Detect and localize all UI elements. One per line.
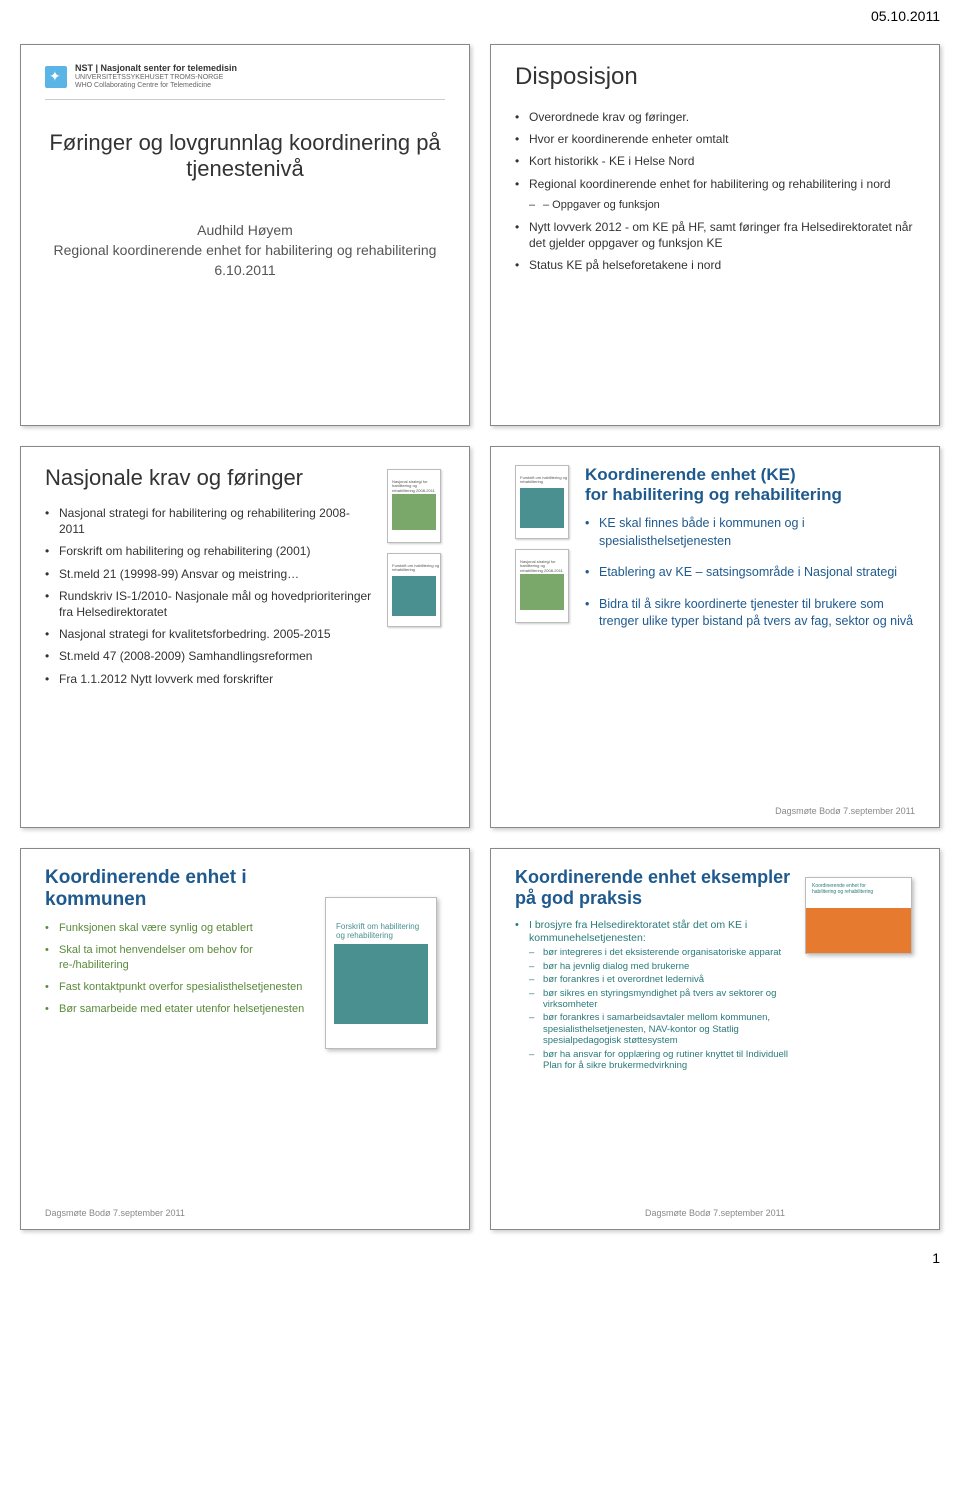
author-role: Regional koordinerende enhet for habilit… bbox=[45, 242, 445, 258]
slide4-item: Etablering av KE – satsingsområde i Nasj… bbox=[585, 564, 915, 582]
slide4-bullets: KE skal finnes både i kommunen og i spes… bbox=[585, 515, 915, 631]
slide5-thumb: Forskrift om habiliteringog rehabiliteri… bbox=[325, 867, 445, 1049]
slide3-thumbs: Nasjonal strategi for habilitering og re… bbox=[387, 465, 445, 693]
slide3-item: Nasjonal strategi for habilitering og re… bbox=[45, 505, 375, 537]
slide4-footer: Dagsmøte Bodø 7.september 2011 bbox=[775, 806, 915, 817]
doc-thumb-big-icon: Forskrift om habiliteringog rehabiliteri… bbox=[325, 897, 437, 1049]
logo-text: NST | Nasjonalt senter for telemedisin U… bbox=[75, 63, 237, 91]
slide5-title: Koordinerende enhet i kommunen bbox=[45, 867, 311, 911]
slide-3: Nasjonale krav og føringer Nasjonal stra… bbox=[20, 446, 470, 828]
slide3-item: St.meld 21 (19998-99) Ansvar og meistrin… bbox=[45, 566, 375, 582]
doc-thumb-wide-icon: Koordinerende enhet forhabilitering og r… bbox=[805, 877, 912, 954]
slide4-thumbs: Forskrift om habilitering og rehabiliter… bbox=[515, 465, 573, 645]
slide2-bullets: Overordnede krav og føringer. Hvor er ko… bbox=[515, 109, 915, 273]
slide2-title: Disposisjon bbox=[515, 63, 915, 91]
slide-1: NST | Nasjonalt senter for telemedisin U… bbox=[20, 44, 470, 426]
slide4-title-l2: for habilitering og rehabilitering bbox=[585, 485, 842, 504]
header-date: 05.10.2011 bbox=[0, 0, 960, 24]
author-date: 6.10.2011 bbox=[45, 262, 445, 278]
slide5-footer: Dagsmøte Bodø 7.september 2011 bbox=[45, 1208, 185, 1219]
slide6-footer: Dagsmøte Bodø 7.september 2011 bbox=[645, 1208, 785, 1219]
slide1-author: Audhild Høyem Regional koordinerende enh… bbox=[45, 222, 445, 278]
slide4-title: Koordinerende enhet (KE) for habiliterin… bbox=[585, 465, 915, 505]
slide2-item: Hvor er koordinerende enheter omtalt bbox=[515, 131, 915, 147]
slide6-subitem: bør sikres en styringsmyndighet på tvers… bbox=[529, 988, 793, 1011]
slide2-item: Overordnede krav og føringer. bbox=[515, 109, 915, 125]
doc-thumb-icon: Forskrift om habilitering og rehabiliter… bbox=[387, 553, 441, 627]
slide6-subitem: bør ha jevnlig dialog med brukerne bbox=[529, 961, 793, 972]
page-number: 1 bbox=[0, 1250, 960, 1276]
logo-sub2: WHO Collaborating Centre for Telemedicin… bbox=[75, 82, 237, 90]
slide3-item: St.meld 47 (2008-2009) Samhandlingsrefor… bbox=[45, 648, 375, 664]
doc-thumb-icon: Nasjonal strategi for habilitering og re… bbox=[387, 469, 441, 543]
slide6-subitem: bør integreres i det eksisterende organi… bbox=[529, 947, 793, 958]
slides-grid: NST | Nasjonalt senter for telemedisin U… bbox=[0, 24, 960, 1250]
slide4-item: Bidra til å sikre koordinerte tjenester … bbox=[585, 596, 915, 631]
slide2-subitem: – Oppgaver og funksjon bbox=[515, 198, 915, 213]
slide2-item: Status KE på helseforetakene i nord bbox=[515, 257, 915, 273]
slide6-intro: I brosjyre fra Helsedirektoratet står de… bbox=[515, 919, 793, 1071]
slide3-bullets: Nasjonal strategi for habilitering og re… bbox=[45, 505, 375, 687]
logo-sub1: UNIVERSITETSSYKEHUSET TROMS-NORGE bbox=[75, 74, 237, 82]
slide6-thumb: Koordinerende enhet forhabilitering og r… bbox=[805, 867, 915, 1073]
slide-5: Koordinerende enhet i kommunen Funksjone… bbox=[20, 848, 470, 1230]
slide5-item: Fast kontaktpunkt overfor spesialisthels… bbox=[45, 980, 311, 994]
logo-bar: NST | Nasjonalt senter for telemedisin U… bbox=[45, 63, 445, 100]
slide2-item: Regional koordinerende enhet for habilit… bbox=[515, 176, 915, 192]
slide6-bullets: I brosjyre fra Helsedirektoratet står de… bbox=[515, 919, 793, 1071]
slide6-subitem: bør forankres i samarbeidsavtaler mellom… bbox=[529, 1012, 793, 1046]
slide3-item: Rundskriv IS-1/2010- Nasjonale mål og ho… bbox=[45, 588, 375, 620]
slide4-item: KE skal finnes både i kommunen og i spes… bbox=[585, 515, 915, 550]
slide1-title: Føringer og lovgrunnlag koordinering på … bbox=[45, 130, 445, 182]
slide6-intro-text: I brosjyre fra Helsedirektoratet står de… bbox=[529, 919, 747, 944]
slide5-item: Skal ta imot henvendelser om behov for r… bbox=[45, 943, 311, 972]
nst-logo-icon bbox=[45, 66, 67, 88]
doc-thumb-icon: Nasjonal strategi for habilitering og re… bbox=[515, 549, 569, 623]
slide3-item: Fra 1.1.2012 Nytt lovverk med forskrifte… bbox=[45, 671, 375, 687]
author-name: Audhild Høyem bbox=[45, 222, 445, 238]
slide5-item: Bør samarbeide med etater utenfor helset… bbox=[45, 1002, 311, 1016]
slide3-item: Forskrift om habilitering og rehabiliter… bbox=[45, 543, 375, 559]
slide5-item: Funksjonen skal være synlig og etablert bbox=[45, 921, 311, 935]
slide5-bullets: Funksjonen skal være synlig og etablert … bbox=[45, 921, 311, 1016]
slide-6: Koordinerende enhet eksempler på god pra… bbox=[490, 848, 940, 1230]
slide3-item: Nasjonal strategi for kvalitetsforbedrin… bbox=[45, 626, 375, 642]
slide6-subitem: bør forankres i et overordnet ledernivå bbox=[529, 974, 793, 985]
slide6-subitem: bør ha ansvar for opplæring og rutiner k… bbox=[529, 1049, 793, 1072]
slide6-title: Koordinerende enhet eksempler på god pra… bbox=[515, 867, 793, 909]
slide6-subbullets: bør integreres i det eksisterende organi… bbox=[529, 947, 793, 1071]
slide3-title: Nasjonale krav og føringer bbox=[45, 465, 375, 491]
slide2-item: Kort historikk - KE i Helse Nord bbox=[515, 153, 915, 169]
slide2-item: Nytt lovverk 2012 - om KE på HF, samt fø… bbox=[515, 219, 915, 251]
doc-thumb-icon: Forskrift om habilitering og rehabiliter… bbox=[515, 465, 569, 539]
slide-4: Forskrift om habilitering og rehabiliter… bbox=[490, 446, 940, 828]
logo-main: NST | Nasjonalt senter for telemedisin bbox=[75, 63, 237, 74]
slide-2: Disposisjon Overordnede krav og føringer… bbox=[490, 44, 940, 426]
slide4-title-l1: Koordinerende enhet (KE) bbox=[585, 465, 796, 484]
